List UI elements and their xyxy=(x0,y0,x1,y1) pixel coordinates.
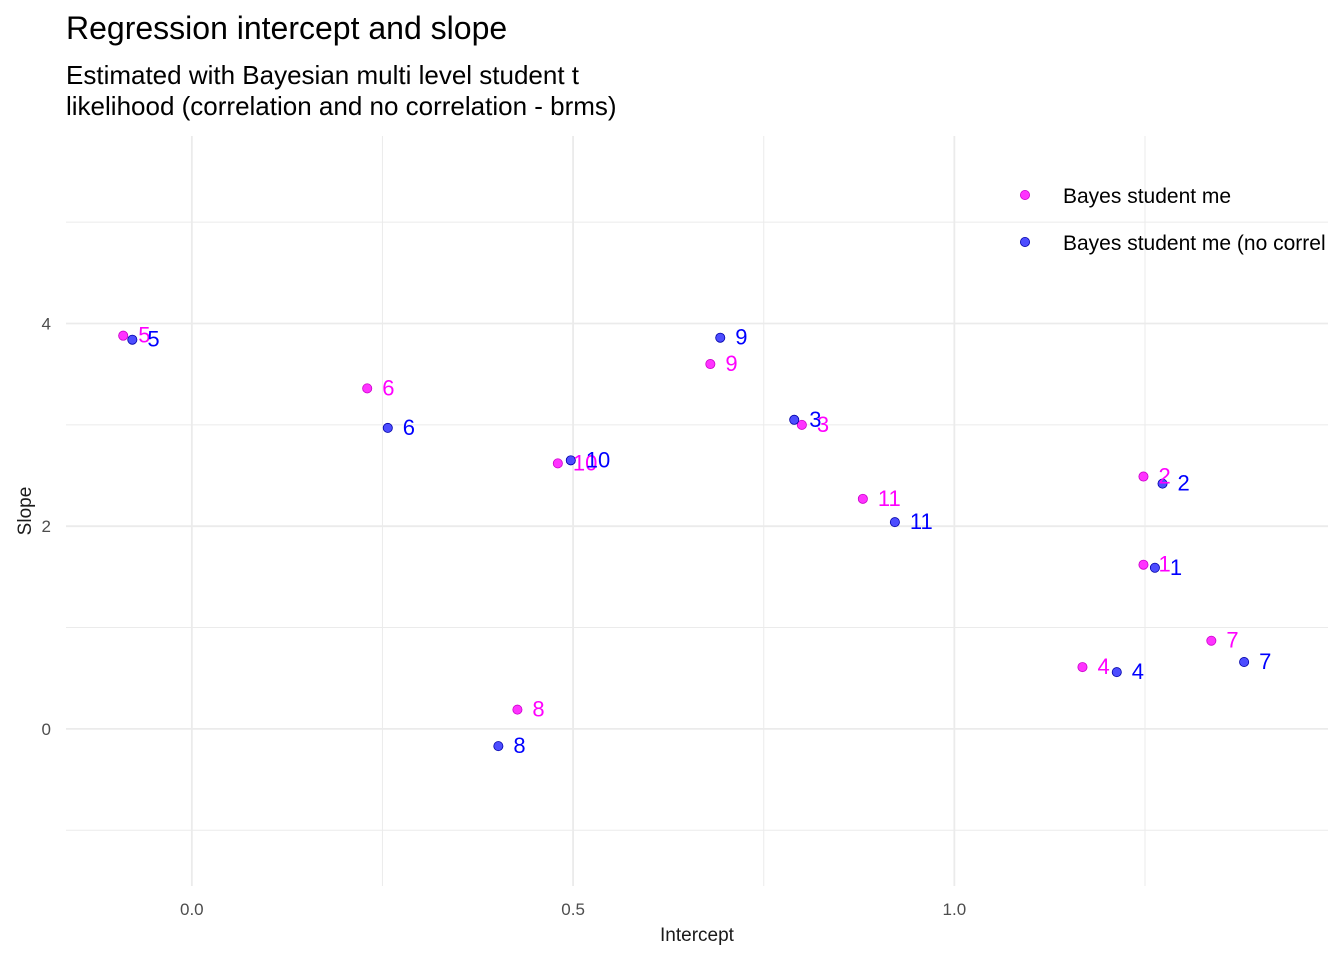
legend-key-2 xyxy=(1020,236,1031,247)
label-no-correlation-5: 5 xyxy=(147,327,159,352)
point-correlation-2 xyxy=(1138,471,1149,482)
label-no-correlation-3: 3 xyxy=(809,407,821,432)
point-no-correlation-6 xyxy=(382,422,393,433)
x-tick-label: 0.0 xyxy=(180,900,204,919)
chart-subtitle-line-2: likelihood (correlation and no correlati… xyxy=(66,91,617,121)
point-no-correlation-3 xyxy=(789,414,800,425)
chart-subtitle-line-1: Estimated with Bayesian multi level stud… xyxy=(66,60,580,90)
label-correlation-7: 7 xyxy=(1226,628,1238,653)
point-no-correlation-9 xyxy=(715,332,726,343)
point-correlation-10 xyxy=(552,458,563,469)
point-correlation-11 xyxy=(857,493,868,504)
label-no-correlation-7: 7 xyxy=(1259,649,1271,674)
label-correlation-9: 9 xyxy=(725,351,737,376)
point-correlation-5 xyxy=(118,330,129,341)
legend-label-2: Bayes student me (no correl xyxy=(1063,232,1326,255)
point-no-correlation-11 xyxy=(889,517,900,528)
point-correlation-9 xyxy=(705,359,716,370)
y-tick-label: 2 xyxy=(42,517,51,536)
label-correlation-6: 6 xyxy=(382,375,394,400)
point-no-correlation-7 xyxy=(1239,657,1250,668)
label-no-correlation-9: 9 xyxy=(735,325,747,350)
label-correlation-5: 5 xyxy=(138,323,150,348)
x-tick-label: 1.0 xyxy=(943,900,967,919)
label-correlation-3: 3 xyxy=(817,412,829,437)
label-correlation-11: 11 xyxy=(878,486,901,511)
major-gridlines xyxy=(66,136,1328,886)
x-axis-title: Intercept xyxy=(660,925,735,946)
legend-key-1 xyxy=(1020,189,1031,200)
data-points xyxy=(118,330,1250,752)
point-correlation-1 xyxy=(1138,559,1149,570)
point-correlation-8 xyxy=(512,704,523,715)
label-no-correlation-11: 11 xyxy=(910,509,933,534)
x-tick-label: 0.5 xyxy=(561,900,585,919)
point-correlation-3 xyxy=(796,419,807,430)
label-no-correlation-6: 6 xyxy=(403,415,415,440)
label-correlation-1: 1 xyxy=(1158,552,1170,577)
point-correlation-7 xyxy=(1206,635,1217,646)
y-tick-label: 4 xyxy=(42,315,51,334)
y-axis-title: Slope xyxy=(15,487,36,536)
label-correlation-8: 8 xyxy=(532,697,544,722)
y-tick-label: 0 xyxy=(42,720,51,739)
y-axis-ticks: 0 2 4 xyxy=(42,315,51,739)
point-no-correlation-1 xyxy=(1149,562,1160,573)
chart-subtitle: Estimated with Bayesian multi level stud… xyxy=(66,60,617,122)
label-no-correlation-2: 2 xyxy=(1178,471,1190,496)
point-correlation-4 xyxy=(1077,662,1088,673)
point-no-correlation-10 xyxy=(565,455,576,466)
point-no-correlation-2 xyxy=(1157,478,1168,489)
legend-label-1: Bayes student me xyxy=(1063,185,1231,208)
point-no-correlation-5 xyxy=(127,334,138,345)
label-no-correlation-4: 4 xyxy=(1132,659,1144,684)
label-correlation-4: 4 xyxy=(1097,654,1109,679)
label-no-correlation-10: 10 xyxy=(586,447,610,472)
label-correlation-10: 10 xyxy=(573,450,597,475)
point-no-correlation-4 xyxy=(1111,667,1122,678)
minor-gridlines xyxy=(66,136,1328,886)
label-no-correlation-1: 1 xyxy=(1170,555,1182,580)
point-correlation-6 xyxy=(362,383,373,394)
x-axis-ticks: 0.0 0.5 1.0 xyxy=(180,900,966,919)
legend: Bayes student me Bayes student me (no cor… xyxy=(1020,185,1326,255)
label-no-correlation-8: 8 xyxy=(513,733,525,758)
chart-title: Regression intercept and slope xyxy=(66,10,508,46)
point-no-correlation-8 xyxy=(493,741,504,752)
label-correlation-2: 2 xyxy=(1158,464,1170,489)
